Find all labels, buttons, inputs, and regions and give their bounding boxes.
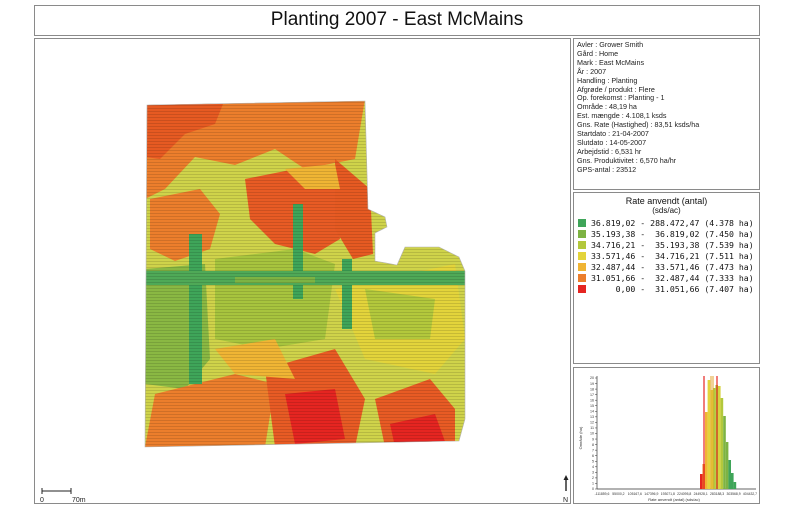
y-tick-label: 3 (592, 471, 594, 475)
info-line: Gns. Rate (Hastighed) : 83,51 ksds/ha (577, 120, 700, 130)
y-tick-label: 18 (590, 387, 594, 391)
legend-title: Rate anvendt (antal) (625, 196, 708, 206)
legend-swatch (578, 284, 586, 293)
histogram-bar (731, 473, 734, 489)
x-tick-label: 404432,7 (743, 492, 757, 496)
y-tick-label: 14 (590, 410, 594, 414)
legend-range-label: 0,00 - 31.051,66 (7.407 ha) (591, 283, 754, 294)
info-line: Avler : Grower Smith (577, 40, 644, 49)
legend-range-label: 33.571,46 - 34.716,21 (7.511 ha) (591, 250, 754, 261)
histogram-bar (707, 380, 711, 489)
legend-swatch (578, 218, 586, 227)
y-tick-label: 16 (590, 398, 594, 402)
histogram-bars (700, 380, 737, 489)
histogram-bar (723, 416, 726, 489)
histogram-x-label: Rate anvendt (antal) (sds/ac) (648, 497, 700, 502)
north-label: N (563, 497, 568, 504)
x-tick-label: 283188,3 (710, 492, 724, 496)
histogram-bar (733, 482, 737, 489)
y-tick-label: 7 (592, 448, 594, 452)
legend-range-label: 34.716,21 - 35.193,38 (7.539 ha) (591, 239, 754, 250)
y-tick-label: 19 (590, 382, 594, 386)
info-line: Arbejdstid : 6,531 hr (577, 146, 642, 156)
info-line: Handling : Planting (577, 75, 638, 85)
histogram-bar (720, 398, 724, 489)
y-tick-label: 20 (590, 376, 594, 380)
y-tick-label: 4 (592, 465, 594, 469)
y-tick-label: 8 (592, 443, 594, 447)
info-line: Slutdato : 14-05-2007 (577, 137, 647, 147)
title-panel: Planting 2007 - East McMains (34, 5, 760, 36)
x-tick-label: 244928,1 (694, 492, 708, 496)
info-panel: Avler : Grower Smith Gård : Home Mark : Ea… (573, 38, 760, 190)
scale-zero-label: 0 (40, 497, 44, 504)
legend-swatch (578, 262, 586, 271)
legend-range-label: 36.819,02 - 288.472,47 (4.378 ha) (591, 217, 754, 228)
legend-row: 36.819,02 - 288.472,47 (4.378 ha) (578, 217, 759, 228)
x-tick-label: 224095,8 (677, 492, 691, 496)
y-tick-label: 0 (592, 487, 594, 491)
info-line: Startdato : 21-04-2007 (577, 129, 649, 139)
x-tick-label: -111859,6 (595, 492, 610, 496)
legend-row: 32.487,44 - 33.571,46 (7.473 ha) (578, 261, 759, 272)
legend-row: 34.716,21 - 35.193,38 (7.539 ha) (578, 239, 759, 250)
scale-distance-label: 70m (72, 497, 86, 504)
y-tick-label: 1 (592, 482, 594, 486)
histogram-bar (705, 412, 708, 489)
y-tick-label: 6 (592, 454, 594, 458)
y-tick-label: 12 (590, 421, 594, 425)
y-tick-label: 15 (590, 404, 594, 408)
y-tick-label: 11 (590, 426, 594, 430)
legend-list: 36.819,02 - 288.472,47 (4.378 ha) 35.193,… (574, 217, 759, 294)
y-tick-label: 10 (590, 432, 594, 436)
legend-row: 31.051,66 - 32.487,44 (7.333 ha) (578, 272, 759, 283)
x-tick-label: 193071,8 (661, 492, 675, 496)
legend-swatch (578, 240, 586, 249)
legend-swatch (578, 273, 586, 282)
x-tick-label: 147396,9 (644, 492, 658, 496)
histogram-bar (718, 386, 721, 489)
histogram-panel: 0 1 2 3 4 5 6 7 8 9 10 11 12 13 14 15 16 17 18 19 20 -111859… (573, 367, 760, 504)
legend-swatch (578, 251, 586, 260)
y-tick-label: 5 (592, 459, 594, 463)
info-list: Avler : Grower Smith Gård : Home Mark : Ea… (577, 40, 756, 175)
x-tick-label: 105167,6 (628, 492, 642, 496)
x-tick-label: 55000,2 (612, 492, 624, 496)
y-tick-label: 9 (592, 437, 594, 441)
info-line: År : 2007 (577, 66, 607, 76)
info-line: Afgrøde / produkt : Flere (577, 84, 655, 94)
field-map[interactable]: 0 70m N (35, 39, 572, 505)
info-line: Est. mængde : 4.108,1 ksds (577, 111, 667, 121)
info-line: Op. forekomst : Planting - 1 (577, 93, 665, 103)
legend-range-label: 31.051,66 - 32.487,44 (7.333 ha) (591, 272, 754, 283)
histogram-bar (712, 388, 716, 489)
legend-subtitle: (sds/ac) (652, 206, 681, 215)
legend-row: 0,00 - 31.051,66 (7.407 ha) (578, 283, 759, 294)
info-line: Område : 48,19 ha (577, 102, 637, 112)
legend-panel: Rate anvendt (antal) (sds/ac) 36.819,02 … (573, 192, 760, 364)
info-line: Gård : Home (577, 48, 619, 58)
histogram-y-label: Område (ha) (578, 426, 583, 449)
info-line: Mark : East McMains (577, 57, 645, 67)
legend-row: 35.193,38 - 36.819,02 (7.450 ha) (578, 228, 759, 239)
info-line: GPS-antal : 23512 (577, 164, 637, 174)
histogram-bar (725, 442, 729, 489)
y-tick-label: 2 (592, 476, 594, 480)
legend-range-label: 35.193,38 - 36.819,02 (7.450 ha) (591, 228, 754, 239)
histogram-bar (700, 474, 703, 489)
y-tick-label: 17 (590, 393, 594, 397)
histogram-bar (728, 460, 731, 489)
legend-swatch (578, 229, 586, 238)
info-line: Gns. Produktivitet : 6,570 ha/hr (577, 155, 677, 165)
map-panel[interactable]: 0 70m N (34, 38, 571, 504)
y-tick-label: 13 (590, 415, 594, 419)
north-arrow-icon: N (563, 475, 569, 504)
x-tick-label: 303568,9 (726, 492, 740, 496)
legend-row: 33.571,46 - 34.716,21 (7.511 ha) (578, 250, 759, 261)
map-title: Planting 2007 - East McMains (270, 9, 524, 30)
scale-bar: 0 70m (40, 488, 86, 504)
legend-range-label: 32.487,44 - 33.571,46 (7.473 ha) (591, 261, 754, 272)
